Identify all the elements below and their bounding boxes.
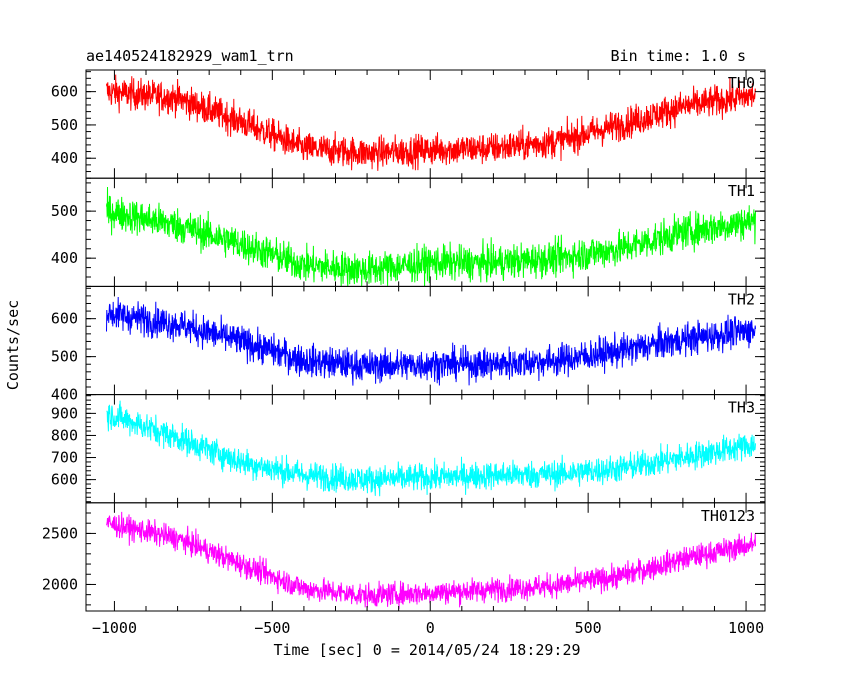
- panel-th3: 600 700 800 900 TH3: [51, 394, 766, 504]
- y-tick-label: 400: [51, 249, 78, 267]
- y-tick-label: 500: [51, 348, 78, 366]
- panels-group: 400 500 600 TH0 400 500 TH1 400 500 600 TH2 600 700 8…: [42, 69, 766, 612]
- series-line-th2: [106, 296, 756, 386]
- y-tick-label: 700: [51, 449, 78, 467]
- y-tick-label: 600: [51, 83, 78, 101]
- y-tick-label: 2500: [42, 524, 78, 542]
- x-axis-label: Time [sec] 0 = 2014/05/24 18:29:29: [273, 641, 580, 659]
- x-tick-label: 0: [426, 619, 435, 637]
- series-line-th1: [106, 186, 756, 287]
- x-tick-label: 500: [575, 619, 602, 637]
- x-axis: −1000 −500 0 500 1000: [92, 619, 764, 637]
- y-tick-label: 400: [51, 149, 78, 167]
- panel-name-label: TH2: [728, 290, 755, 308]
- y-axis-label: Counts/sec: [4, 300, 22, 390]
- y-tick-label: 500: [51, 202, 78, 220]
- y-tick-label: 500: [51, 116, 78, 134]
- y-tick-label: 400: [51, 386, 78, 404]
- y-tick-label: 800: [51, 426, 78, 444]
- panel-name-label: TH0123: [701, 507, 755, 525]
- y-tick-label: 900: [51, 404, 78, 422]
- y-tick-label: 600: [51, 471, 78, 489]
- panel-name-label: TH0: [728, 74, 755, 92]
- observation-id-label: ae140524182929_wam1_trn: [86, 47, 294, 65]
- panel-th1: 400 500 TH1: [51, 177, 766, 287]
- panel-th2: 400 500 600 TH2: [51, 285, 766, 404]
- series-line-th0123: [106, 511, 756, 610]
- bin-time-label: Bin time: 1.0 s: [611, 47, 746, 65]
- panel-th0123: 2000 2500 TH0123: [42, 502, 766, 612]
- panel-name-label: TH1: [728, 182, 755, 200]
- y-tick-label: 2000: [42, 575, 78, 593]
- series-line-th3: [106, 400, 756, 497]
- panel-frame: [85, 502, 766, 612]
- x-tick-label: −500: [254, 619, 290, 637]
- series-line-th0: [106, 74, 756, 171]
- panel-name-label: TH3: [728, 399, 755, 417]
- y-tick-label: 600: [51, 310, 78, 328]
- x-tick-label: −1000: [92, 619, 137, 637]
- panel-th0: 400 500 600 TH0: [51, 69, 766, 179]
- x-tick-label: 1000: [728, 619, 764, 637]
